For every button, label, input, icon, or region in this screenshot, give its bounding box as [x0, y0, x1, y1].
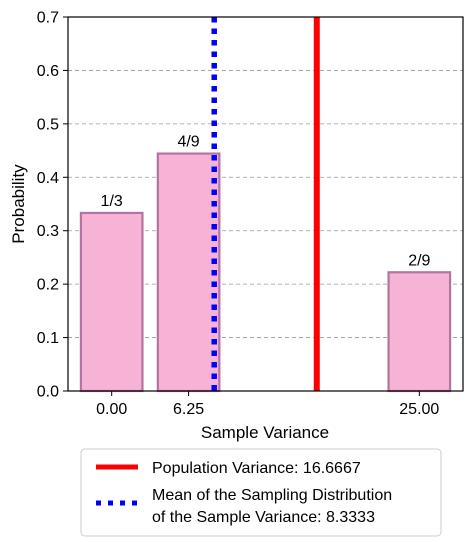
bar-0	[79, 211, 144, 393]
y-axis-ticks: 0.0 0.1 0.2 0.3 0.4 0.5 0.6 0.7	[37, 10, 68, 401]
legend-frame	[80, 448, 442, 537]
y-tick-label-3: 0.3	[37, 223, 59, 240]
y-tick-label-5: 0.5	[37, 116, 59, 133]
bar-label-0: 1/3	[101, 193, 123, 210]
plot-frame	[67, 16, 464, 392]
bars: 1/3 4/9 2/9	[79, 134, 452, 393]
y-tick-label-0: 0.0	[37, 384, 59, 401]
reference-lines	[211, 17, 320, 391]
x-tick-label-0: 0.00	[96, 401, 127, 418]
bar-label-2: 2/9	[408, 252, 430, 269]
x-axis-ticks: 0.00 6.25 25.00	[96, 391, 439, 418]
y-tick-label-4: 0.4	[37, 170, 59, 187]
legend-label-sampling-mean-line1: Mean of the Sampling Distribution	[152, 487, 392, 504]
y-axis-label: Probability	[9, 164, 28, 244]
x-axis-label: Sample Variance	[201, 423, 329, 442]
y-tick-label-1: 0.1	[37, 330, 59, 347]
legend-label-population-variance: Population Variance: 16.6667	[152, 460, 361, 477]
y-tick-label-7: 0.7	[37, 10, 59, 27]
y-tick-label-2: 0.2	[37, 277, 59, 294]
x-tick-label-2: 25.00	[399, 401, 439, 418]
bar-label-1: 4/9	[177, 134, 199, 151]
bar-1	[156, 152, 221, 393]
legend-label-sampling-mean-line2: of the Sample Variance: 8.3333	[152, 509, 375, 526]
x-tick-label-1: 6.25	[173, 401, 204, 418]
legend: Population Variance: 16.6667 Mean of the…	[80, 448, 442, 537]
y-tick-label-6: 0.6	[37, 63, 59, 80]
bar-2	[387, 271, 452, 393]
